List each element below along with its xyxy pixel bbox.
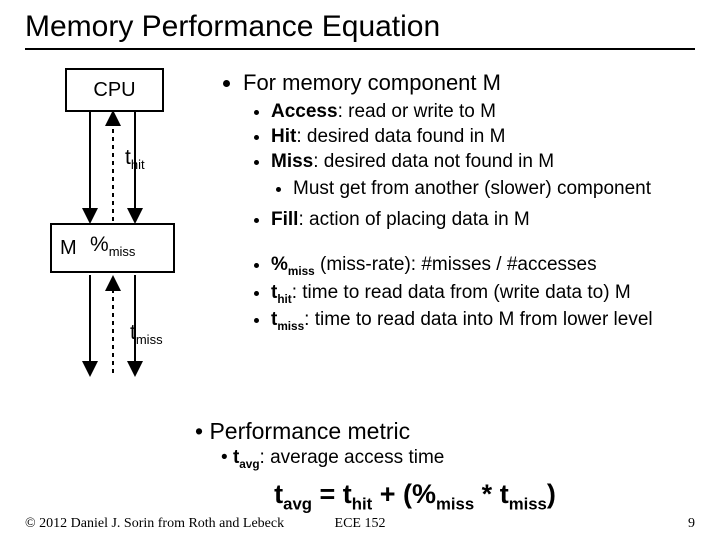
bullet-access: Access: read or write to M <box>271 99 695 124</box>
perf-tavg: tavg: average access time <box>221 447 695 471</box>
label-tmiss: tmiss <box>130 321 163 347</box>
footer-course: ECE 152 <box>25 516 695 532</box>
slide-title: Memory Performance Equation <box>25 10 695 50</box>
bullet-hit: Hit: desired data found in M <box>271 124 695 149</box>
heading-for-m: For memory component M <box>243 68 695 97</box>
perf-heading: Performance metric <box>195 418 695 445</box>
bullet-pct-miss: %miss (miss-rate): #misses / #accesses <box>271 252 695 279</box>
bullet-miss-nested: Must get from another (slower) component <box>293 176 695 201</box>
cpu-box: CPU <box>65 68 164 112</box>
bullet-tmiss: tmiss: time to read data into M from low… <box>271 307 695 334</box>
bullet-fill: Fill: action of placing data in M <box>271 207 695 232</box>
bullet-content: For memory component M Access: read or w… <box>221 68 695 388</box>
equation: tavg = thit + (%miss * tmiss) <box>135 479 695 514</box>
footer: © 2012 Daniel J. Sorin from Roth and Leb… <box>25 516 695 532</box>
bullet-miss: Miss: desired data not found in M Must g… <box>271 149 695 201</box>
label-pct-miss: %miss <box>90 233 135 259</box>
performance-block: Performance metric tavg: average access … <box>195 418 695 471</box>
bullet-thit: thit: time to read data from (write data… <box>271 280 695 307</box>
label-thit: thit <box>125 146 145 172</box>
diagram: CPU M thit %miss tmiss <box>25 68 215 388</box>
